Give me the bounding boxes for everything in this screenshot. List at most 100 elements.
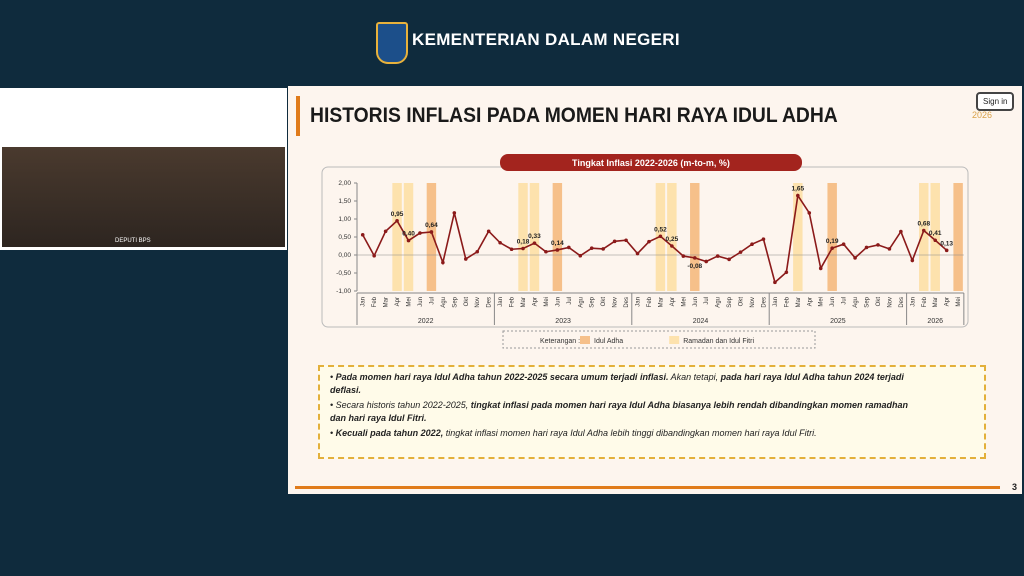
marker (727, 257, 731, 262)
x-tick-label: Jul (704, 297, 710, 305)
y-tick-label: -1,00 (336, 288, 351, 295)
bullet-text: tingkat inflasi momen hari raya Idul Adh… (443, 428, 817, 439)
x-tick-label: Feb (922, 296, 928, 307)
marker (750, 242, 754, 246)
x-tick-label: Apr (395, 297, 401, 306)
bullet-text: Pada momen hari raya Idul Adha tahun 202… (335, 372, 669, 382)
marker (807, 211, 812, 215)
x-tick-label: Okt (601, 297, 607, 307)
highlight-band (667, 183, 677, 291)
bullet: Pada momen hari raya Idul Adha tahun 202… (330, 371, 920, 397)
data-label: 0,64 (425, 222, 438, 229)
x-tick-label: Jul (842, 297, 848, 305)
x-tick-label: Nov (887, 297, 893, 308)
marker (773, 280, 777, 285)
bullet: Kecuali pada tahun 2022, tingkat inflasi… (330, 427, 920, 440)
x-tick-label: Sep (590, 296, 596, 307)
highlight-band (529, 183, 540, 291)
header-title: KEMENTERIAN DALAM NEGERI (412, 30, 680, 49)
marker (704, 259, 709, 264)
slide-title: HISTORIS INFLASI PADA MOMEN HARI RAYA ID… (310, 104, 838, 127)
data-label: -0,08 (687, 263, 702, 270)
sign-in-button[interactable]: Sign in (976, 92, 1015, 111)
marker (933, 238, 938, 243)
x-tick-label: Okt (739, 297, 745, 307)
data-label: 0,25 (666, 236, 679, 243)
x-tick-label: Feb (510, 296, 516, 307)
highlight-band (827, 183, 837, 291)
data-label: 0,68 (917, 221, 930, 228)
x-tick-label: Feb (647, 296, 653, 307)
data-label: 0,95 (391, 211, 404, 218)
bullet-text: pada hari raya Idul Adha tahun 2024 terj… (330, 372, 904, 396)
marker (589, 246, 594, 250)
highlight-band (793, 183, 803, 291)
marker (452, 211, 457, 215)
marker (406, 238, 411, 243)
data-label: 0,18 (517, 239, 530, 246)
video-caption: DEPUTI BPS (115, 238, 151, 244)
data-label: 0,13 (940, 240, 953, 247)
x-tick-label: Mar (933, 297, 939, 307)
marker (887, 247, 892, 251)
marker (796, 193, 800, 198)
marker (544, 249, 548, 254)
x-tick-label: Agu (578, 297, 584, 308)
legend-label: Idul Adha (594, 338, 623, 345)
marker (830, 246, 834, 250)
legend-label: Ramadan dan Idul Fitri (683, 338, 754, 345)
marker (658, 234, 663, 239)
x-tick-label: Apr (670, 297, 676, 306)
marker (715, 254, 720, 258)
marker (853, 256, 857, 260)
marker (395, 219, 399, 223)
x-tick-label: Apr (807, 297, 813, 306)
x-tick-label: Feb (372, 296, 378, 307)
page-number: 3 (1012, 482, 1018, 492)
x-tick-label: Nov (475, 297, 481, 308)
x-tick-label: Nov (750, 297, 756, 308)
marker (463, 257, 468, 261)
x-tick-label: Mei (544, 297, 550, 307)
marker (372, 253, 376, 258)
year-label: 2025 (830, 318, 846, 325)
marker (818, 266, 823, 271)
data-label: 1,65 (791, 186, 804, 193)
y-tick-label: 1,50 (338, 198, 351, 205)
x-tick-label: Nov (613, 297, 619, 308)
x-tick-label: Jan (498, 297, 504, 307)
highlight-band (930, 183, 940, 291)
marker (360, 233, 365, 237)
bullet: Secara historis tahun 2022-2025, tingkat… (330, 399, 920, 425)
x-tick-label: Sep (865, 296, 871, 307)
bullet-text: Secara historis tahun 2022-2025, (335, 400, 471, 411)
marker (910, 258, 915, 263)
marker (509, 247, 514, 252)
highlight-band (426, 183, 437, 291)
y-tick-label: 0,50 (338, 234, 351, 241)
y-tick-label: 1,00 (338, 216, 351, 223)
highlight-band (690, 183, 700, 291)
marker (944, 248, 949, 253)
highlight-band (953, 183, 963, 291)
x-tick-label: Okt (464, 297, 470, 307)
x-tick-label: Mei (819, 297, 825, 307)
marker (624, 238, 628, 243)
x-tick-label: Mar (384, 297, 390, 307)
data-label: 0,19 (826, 238, 839, 245)
bullet-text: Kecuali pada tahun 2022, (335, 428, 444, 439)
marker (864, 245, 869, 250)
x-tick-label: Mar (796, 297, 802, 307)
x-tick-label: Jun (830, 297, 836, 307)
highlight-band (552, 183, 563, 291)
marker (841, 242, 846, 246)
x-tick-label: Apr (532, 297, 538, 306)
data-label: 0,14 (551, 240, 564, 247)
bullet-text: Akan tetapi, (668, 372, 721, 382)
marker (647, 239, 651, 244)
marker (521, 246, 525, 251)
marker (555, 248, 560, 252)
year-label: 2023 (555, 318, 571, 325)
